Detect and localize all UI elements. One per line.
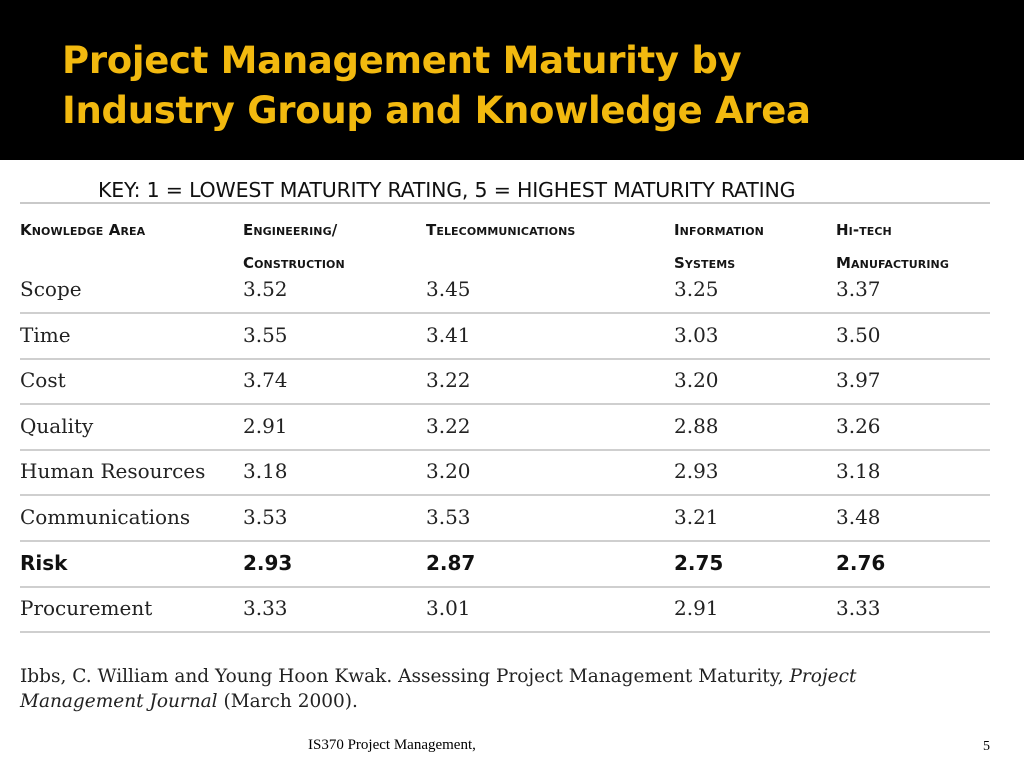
rating-cell: 3.52 bbox=[243, 277, 288, 301]
header-engineering-construction: Engineering/ Construction bbox=[243, 214, 345, 280]
knowledge-area-cell: Time bbox=[20, 322, 71, 347]
page-number: 5 bbox=[983, 739, 990, 754]
table-row: Risk 2.93 2.87 2.75 2.76 bbox=[0, 544, 1024, 590]
rating-cell: 3.33 bbox=[243, 596, 288, 621]
header-telecommunications: Telecommunications bbox=[426, 214, 575, 247]
citation: Ibbs, C. William and Young Hoon Kwak. As… bbox=[20, 664, 980, 714]
rating-cell: 3.50 bbox=[836, 322, 881, 347]
rating-cell: 3.18 bbox=[836, 459, 881, 484]
slide-header: Project Management Maturity by Industry … bbox=[0, 0, 1024, 160]
knowledge-area-cell: Cost bbox=[20, 368, 66, 393]
header-engineering-line2: Construction bbox=[243, 254, 345, 272]
citation-date: (March 2000). bbox=[223, 691, 358, 712]
rating-key: KEY: 1 = LOWEST MATURITY RATING, 5 = HIG… bbox=[98, 178, 796, 202]
rating-cell: 3.74 bbox=[243, 368, 288, 393]
title-line-2: Industry Group and Knowledge Area bbox=[62, 89, 811, 132]
rating-cell: 3.41 bbox=[426, 322, 471, 347]
knowledge-area-cell: Scope bbox=[20, 277, 82, 301]
rating-cell: 3.25 bbox=[674, 277, 719, 301]
title-line-1: Project Management Maturity by bbox=[62, 39, 742, 82]
rating-cell: 3.45 bbox=[426, 277, 471, 301]
header-engineering-line1: Engineering/ bbox=[243, 221, 338, 239]
table-row: Scope 3.52 3.45 3.25 3.37 bbox=[0, 270, 1024, 316]
rating-cell: 2.87 bbox=[426, 550, 476, 575]
rating-cell: 2.75 bbox=[674, 550, 724, 575]
table-row: Time 3.55 3.41 3.03 3.50 bbox=[0, 316, 1024, 362]
rating-cell: 3.18 bbox=[243, 459, 288, 484]
rating-cell: 3.03 bbox=[674, 322, 719, 347]
rating-cell: 3.20 bbox=[426, 459, 471, 484]
table-row: Human Resources 3.18 3.20 2.93 3.18 bbox=[0, 452, 1024, 498]
table-row: Procurement 3.33 3.01 2.91 3.33 bbox=[0, 589, 1024, 635]
key-divider bbox=[20, 202, 990, 204]
knowledge-area-cell: Communications bbox=[20, 505, 191, 529]
rating-cell: 3.26 bbox=[836, 413, 881, 438]
row-divider bbox=[20, 403, 990, 406]
header-knowledge-area-line1: Knowledge Area bbox=[20, 221, 146, 239]
table-row: Quality 2.91 3.22 2.88 3.26 bbox=[0, 407, 1024, 453]
citation-journal-2: Management Journal bbox=[20, 691, 218, 712]
slide-footer: IS370 Project Management, bbox=[308, 737, 476, 753]
citation-journal-1: Project bbox=[789, 666, 857, 687]
rating-cell: 3.48 bbox=[836, 505, 881, 529]
rating-cell: 3.33 bbox=[836, 596, 881, 621]
header-knowledge-area: Knowledge Area bbox=[20, 214, 145, 247]
knowledge-area-cell: Quality bbox=[20, 413, 94, 438]
header-hitech-manufacturing: Hi-tech Manufacturing bbox=[836, 214, 949, 280]
rating-cell: 3.22 bbox=[426, 413, 471, 438]
citation-authors: Ibbs, C. William and Young Hoon Kwak. As… bbox=[20, 666, 784, 687]
table-row: Communications 3.53 3.53 3.21 3.48 bbox=[0, 498, 1024, 544]
rating-cell: 2.88 bbox=[674, 413, 719, 438]
rating-cell: 3.55 bbox=[243, 322, 288, 347]
rating-cell: 3.01 bbox=[426, 596, 471, 621]
header-information-systems: Information Systems bbox=[674, 214, 764, 280]
rating-cell: 2.91 bbox=[243, 413, 288, 438]
rating-cell: 3.20 bbox=[674, 368, 719, 393]
rating-cell: 3.37 bbox=[836, 277, 881, 301]
row-divider bbox=[20, 448, 990, 451]
row-divider bbox=[20, 585, 990, 588]
row-divider bbox=[20, 540, 990, 542]
row-divider bbox=[20, 357, 990, 360]
rating-cell: 3.53 bbox=[243, 505, 288, 529]
header-telecom-line1: Telecommunications bbox=[426, 221, 576, 239]
header-infosys-line1: Information bbox=[674, 221, 764, 239]
knowledge-area-cell: Risk bbox=[20, 550, 68, 575]
rating-cell: 3.53 bbox=[426, 505, 471, 529]
rating-cell: 2.76 bbox=[836, 550, 886, 575]
rating-cell: 2.93 bbox=[243, 550, 293, 575]
rating-cell: 3.97 bbox=[836, 368, 881, 393]
rating-cell: 2.91 bbox=[674, 596, 719, 621]
rating-cell: 2.93 bbox=[674, 459, 719, 484]
knowledge-area-cell: Procurement bbox=[20, 596, 153, 621]
header-hitech-line2: Manufacturing bbox=[836, 254, 949, 272]
row-divider bbox=[20, 494, 990, 497]
row-divider bbox=[20, 312, 990, 314]
rating-cell: 3.22 bbox=[426, 368, 471, 393]
header-hitech-line1: Hi-tech bbox=[836, 221, 892, 239]
slide-title: Project Management Maturity by Industry … bbox=[62, 36, 811, 136]
rating-cell: 3.21 bbox=[674, 505, 719, 529]
row-divider bbox=[20, 631, 990, 634]
knowledge-area-cell: Human Resources bbox=[20, 459, 206, 484]
table-row: Cost 3.74 3.22 3.20 3.97 bbox=[0, 361, 1024, 407]
header-infosys-line2: Systems bbox=[674, 254, 736, 272]
